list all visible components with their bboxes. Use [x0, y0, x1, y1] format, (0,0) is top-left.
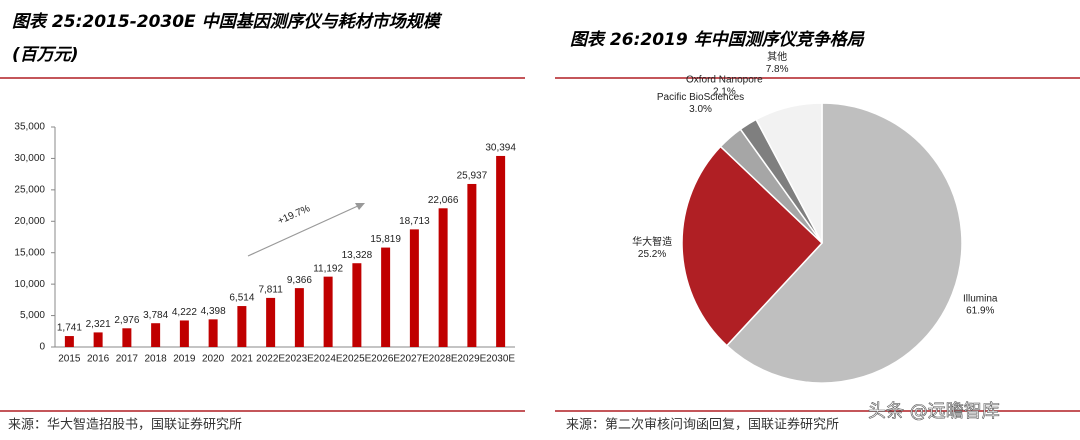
x-tick-label: 2019: [173, 354, 196, 365]
value-label: 3,784: [143, 310, 168, 321]
slice-label: Pacific BioSciences: [657, 92, 744, 103]
x-tick-label: 2021: [231, 354, 254, 365]
x-tick-label: 2018: [145, 354, 168, 365]
value-label: 1,741: [57, 323, 82, 334]
value-label: 4,222: [172, 307, 197, 318]
bar: [323, 276, 333, 347]
slice-label: 华大智造: [632, 235, 672, 248]
y-tick-label: 5,000: [20, 310, 45, 321]
y-tick-label: 20,000: [14, 216, 45, 227]
x-tick-label: 2022E: [256, 354, 285, 365]
y-tick-label: 0: [39, 342, 45, 353]
x-tick-label: 2025E: [342, 354, 371, 365]
trend-arrow: [247, 204, 361, 257]
x-tick-label: 2029E: [457, 354, 486, 365]
bar: [208, 319, 218, 347]
value-label: 30,394: [485, 143, 516, 154]
annotation: +19.7%: [276, 203, 312, 227]
value-label: 22,066: [428, 195, 459, 206]
bar: [179, 320, 189, 347]
slice-value: 61.9%: [966, 306, 994, 317]
pie-slice: [681, 145, 824, 347]
x-tick-label: 2016: [87, 354, 110, 365]
y-tick-label: 30,000: [14, 153, 45, 164]
pie-slice: [725, 102, 963, 384]
watermark: 头条 @远瞻智库: [868, 401, 1000, 422]
x-tick-label: 2023E: [285, 354, 314, 365]
bar: [352, 263, 362, 347]
value-label: 11,192: [313, 263, 343, 274]
chart-subtitle: (百万元): [12, 45, 79, 65]
bar: [122, 328, 132, 347]
value-label: 25,937: [457, 171, 488, 182]
bar: [151, 323, 161, 347]
x-tick-label: 2027E: [400, 354, 429, 365]
slice-label: 其他: [767, 50, 787, 63]
value-label: 15,819: [370, 234, 401, 245]
x-tick-label: 2017: [116, 354, 139, 365]
bar: [496, 155, 506, 347]
x-tick-label: 2020: [202, 354, 225, 365]
bar: [237, 306, 247, 347]
slice-value: 25.2%: [638, 249, 666, 260]
value-label: 2,321: [86, 319, 111, 330]
y-tick-label: 15,000: [14, 247, 45, 258]
value-label: 6,514: [229, 293, 254, 304]
x-tick-label: 2028E: [429, 354, 458, 365]
slice-value: 3.0%: [689, 104, 712, 115]
x-tick-label: 2026E: [371, 354, 400, 365]
slice-label: Illumina: [963, 294, 998, 305]
bar: [64, 336, 74, 347]
value-label: 4,398: [201, 306, 226, 317]
bar: [266, 297, 276, 347]
value-label: 18,713: [399, 216, 430, 227]
value-label: 7,811: [258, 285, 283, 296]
trend-arrowhead: [355, 203, 365, 210]
x-tick-label: 2015: [58, 354, 81, 365]
x-tick-label: 2030E: [486, 354, 515, 365]
value-label: 2,976: [114, 315, 139, 326]
value-label: 13,328: [342, 250, 373, 261]
source: 来源：第二次审核问询函回复，国联证券研究所: [566, 417, 839, 433]
pie-slice: [755, 102, 823, 244]
bar: [467, 183, 477, 347]
slice-label: Oxford Nanopore: [686, 75, 763, 86]
bar: [438, 208, 448, 347]
bar: [93, 332, 103, 347]
y-tick-label: 10,000: [14, 279, 45, 290]
slice-value: 7.8%: [766, 64, 789, 75]
chart-title: 图表 25:2015-2030E 中国基因测序仪与耗材市场规模: [12, 12, 443, 32]
chart-title: 图表 26:2019 年中国测序仪竞争格局: [570, 30, 866, 50]
y-tick-label: 25,000: [14, 184, 45, 195]
y-tick-label: 35,000: [14, 122, 45, 133]
bar: [381, 247, 391, 347]
bar: [409, 229, 419, 347]
slice-value: 2.1%: [713, 87, 736, 98]
x-tick-label: 2024E: [314, 354, 343, 365]
bar: [294, 288, 304, 347]
source: 来源：华大智造招股书，国联证券研究所: [8, 417, 242, 433]
value-label: 9,366: [287, 275, 312, 286]
